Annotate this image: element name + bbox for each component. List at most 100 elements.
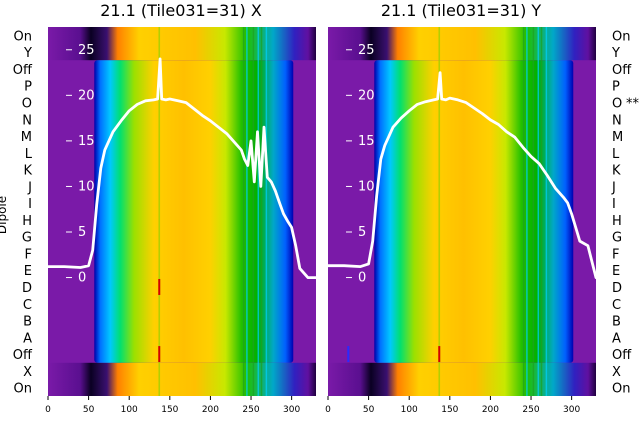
overlay-tick-label: 20 bbox=[78, 88, 95, 103]
row-label: F bbox=[612, 247, 619, 262]
row-label: X bbox=[612, 365, 621, 380]
chart-title: 21.1 (Tile031=31) Y bbox=[381, 1, 542, 20]
heatmap-bottom-strip bbox=[328, 362, 596, 396]
series-line bbox=[46, 57, 318, 280]
row-label: A bbox=[612, 331, 621, 346]
row-label: Off bbox=[13, 348, 33, 363]
row-label: H bbox=[612, 214, 622, 229]
y-axis-title: Dipole bbox=[0, 196, 9, 234]
row-label: C bbox=[23, 298, 32, 313]
row-label: I bbox=[28, 197, 32, 212]
row-label: D bbox=[22, 281, 32, 296]
heatmap-top-strip bbox=[48, 27, 316, 61]
heatmap-streak bbox=[537, 27, 540, 396]
heatmap-streak bbox=[545, 27, 548, 396]
row-label: K bbox=[612, 164, 621, 179]
heatmap-streak bbox=[265, 27, 268, 396]
x-tick-label: 0 bbox=[325, 405, 331, 415]
row-label: G bbox=[612, 231, 622, 246]
heatmap-streak bbox=[252, 27, 255, 396]
row-label: J bbox=[611, 180, 616, 195]
row-label: E bbox=[612, 264, 620, 279]
overlay-tick-label: 15 bbox=[78, 134, 95, 149]
row-label: B bbox=[612, 315, 621, 330]
overlay-tick-label: 5 bbox=[358, 225, 366, 240]
row-label: Off bbox=[612, 348, 632, 363]
chart-title: 21.1 (Tile031=31) X bbox=[100, 1, 262, 20]
heatmap-streak bbox=[522, 27, 525, 396]
heatmap-streak bbox=[242, 27, 245, 396]
heatmap-spike-column bbox=[158, 27, 161, 396]
overlay-tick-label: 10 bbox=[358, 179, 375, 194]
overlay-tick-label: 25 bbox=[358, 43, 375, 58]
row-label: Y bbox=[23, 46, 32, 61]
x-tick-label: 150 bbox=[161, 405, 178, 415]
row-label: Off bbox=[612, 63, 632, 78]
overlay-tick-label: 10 bbox=[78, 179, 95, 194]
overlay-tick-label: 0 bbox=[78, 271, 86, 286]
heatmap-streak bbox=[532, 27, 535, 396]
row-label: On bbox=[14, 382, 32, 397]
row-label: L bbox=[612, 147, 620, 162]
row-label: K bbox=[23, 164, 32, 179]
row-label: H bbox=[22, 214, 32, 229]
row-label: A bbox=[23, 331, 32, 346]
row-label: N bbox=[22, 113, 32, 128]
x-tick-label: 50 bbox=[363, 405, 375, 415]
panel-y-pol: 21.1 (Tile031=31) Y2520151050OnYOffPONML… bbox=[325, 1, 639, 415]
row-label: D bbox=[612, 281, 622, 296]
row-label: B bbox=[23, 315, 32, 330]
marker-spike bbox=[158, 346, 161, 363]
x-tick-label: 100 bbox=[121, 405, 138, 415]
overlay-tick-label: 20 bbox=[358, 88, 375, 103]
heatmap-main-band bbox=[374, 60, 574, 363]
row-label: E bbox=[24, 264, 32, 279]
row-label: On bbox=[14, 29, 32, 44]
row-label: O bbox=[22, 96, 32, 111]
row-label: M bbox=[612, 130, 623, 145]
row-label: G bbox=[22, 231, 32, 246]
row-label: On bbox=[612, 29, 630, 44]
x-tick-label: 200 bbox=[482, 405, 499, 415]
row-label: X bbox=[23, 365, 32, 380]
marker-spike bbox=[158, 278, 161, 295]
x-tick-label: 50 bbox=[83, 405, 95, 415]
row-label: Off bbox=[13, 63, 33, 78]
row-label: P bbox=[612, 80, 620, 95]
heatmap-streak bbox=[246, 27, 248, 396]
x-tick-label: 100 bbox=[401, 405, 418, 415]
panel-x-pol: 21.1 (Tile031=31) X2520151050OnYOffPONML… bbox=[13, 1, 318, 415]
heatmap-bottom-strip bbox=[48, 362, 316, 396]
x-tick-label: 0 bbox=[45, 405, 51, 415]
heatmap-spike-column bbox=[438, 27, 441, 396]
marker-spike bbox=[347, 346, 350, 363]
row-label: F bbox=[25, 247, 32, 262]
row-label: I bbox=[612, 197, 616, 212]
heatmap-streak bbox=[260, 27, 263, 396]
x-tick-label: 250 bbox=[242, 405, 259, 415]
row-label: P bbox=[24, 80, 32, 95]
overlay-tick-label: 5 bbox=[78, 225, 86, 240]
row-label: N bbox=[612, 113, 622, 128]
overlay-tick-label: 25 bbox=[78, 43, 95, 58]
row-label: C bbox=[612, 298, 621, 313]
row-label: L bbox=[25, 147, 33, 162]
row-label: Y bbox=[611, 46, 620, 61]
overlay-tick-label: 0 bbox=[358, 271, 366, 286]
row-label: M bbox=[21, 130, 32, 145]
series-line bbox=[326, 71, 598, 280]
x-tick-label: 150 bbox=[441, 405, 458, 415]
heatmap-streak bbox=[526, 27, 528, 396]
row-label: On bbox=[612, 382, 630, 397]
overlay-tick-label: 15 bbox=[358, 134, 375, 149]
heatmap-streak bbox=[257, 27, 260, 396]
x-tick-label: 200 bbox=[202, 405, 219, 415]
heatmap-streak bbox=[540, 27, 543, 396]
x-tick-label: 250 bbox=[522, 405, 539, 415]
marker-spike bbox=[438, 346, 441, 363]
row-label: J bbox=[27, 180, 32, 195]
x-tick-label: 300 bbox=[563, 405, 580, 415]
row-annotation: ** bbox=[626, 96, 640, 111]
x-tick-label: 300 bbox=[283, 405, 300, 415]
